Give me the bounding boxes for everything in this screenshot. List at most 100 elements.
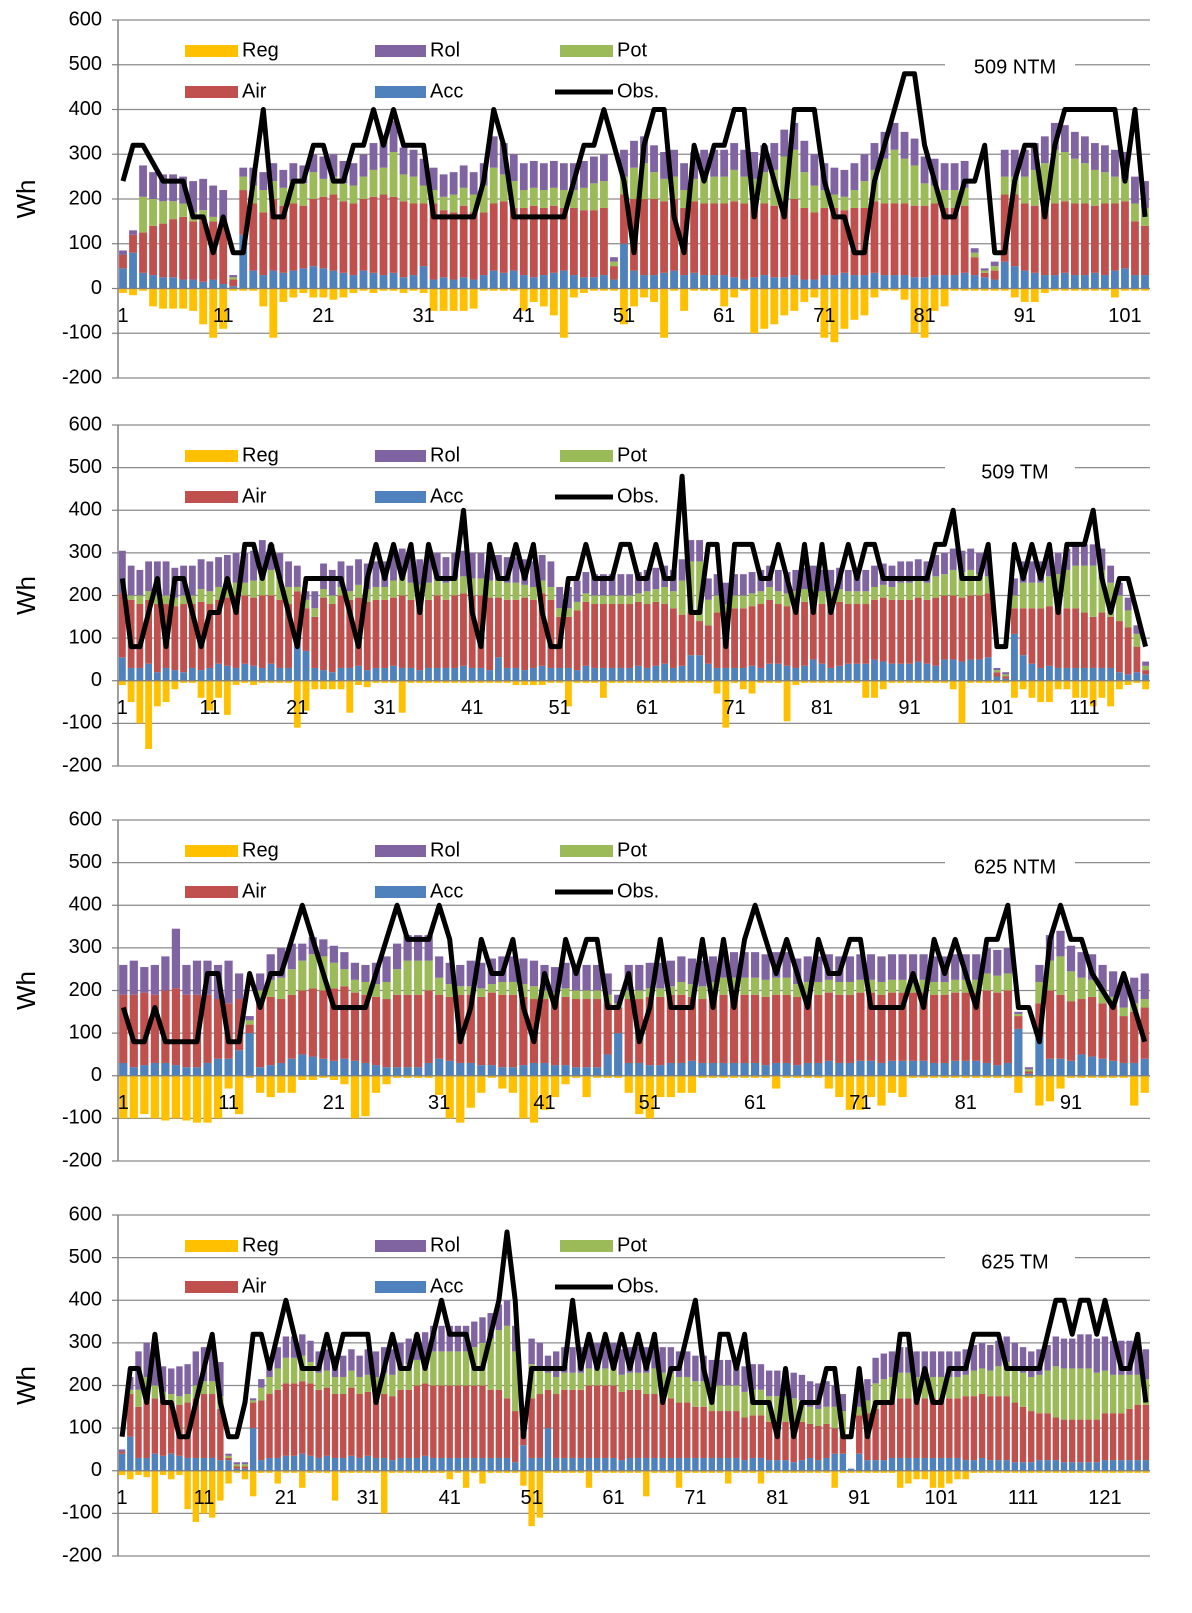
bar-segment [1044,1460,1051,1471]
bar-segment [145,680,153,749]
legend-swatch [375,86,426,98]
bar-segment [660,288,668,338]
bar-segment [359,176,368,199]
bar-segment [479,1317,486,1343]
bar-segment [363,680,371,688]
bar-segment [508,1075,518,1093]
bar-segment [579,160,588,188]
bar-segment [234,973,244,1000]
bar-segment [856,1406,863,1416]
bar-segment [730,277,739,289]
bar-segment [176,1396,183,1405]
x-tick-label: 41 [461,697,483,719]
bar-segment [1118,1413,1125,1461]
bar-segment [487,1470,494,1473]
bar-segment [782,994,791,1063]
bar-segment [970,1370,978,1397]
bar-segment [831,1428,838,1454]
legend-label: Acc [430,80,463,102]
bar-segment [941,574,948,596]
bar-segment [593,1075,602,1078]
bar-segment [487,984,496,993]
bar-segment [149,275,157,289]
bar-segment [659,1470,666,1473]
bar-segment [1130,1011,1139,1063]
x-tick-label: 81 [913,305,935,327]
bar-segment [684,1470,691,1473]
bar-segment [369,169,378,197]
bar-segment [129,994,138,1068]
bar-segment [564,680,572,707]
y-tick-label: 100 [69,626,102,648]
bar-segment [618,1349,625,1375]
bar-segment [980,270,989,273]
bar-segment [610,279,618,289]
bar-segment [414,1075,423,1078]
bar-segment [908,992,918,1061]
bar-segment [1054,608,1062,668]
bar-segment [1111,270,1119,289]
bar-segment [1087,996,1097,1057]
bar-segment [1060,152,1069,202]
bar-segment [620,243,628,289]
bar-segment [1087,1075,1097,1078]
bar-segment [993,676,1001,681]
bar-segment [390,597,397,666]
bar-segment [356,1470,363,1473]
bar-segment [245,1033,254,1076]
bar-segment [299,1334,306,1356]
bar-segment [1131,176,1139,204]
bar-segment [888,1402,896,1458]
bar-segment [512,1470,519,1473]
legend-label: Pot [617,1234,647,1256]
bar-segment [995,1460,1002,1471]
bar-segment [414,935,423,961]
bar-segment [871,565,878,587]
bar-segment [1080,544,1088,566]
bar-segment [348,1387,355,1456]
bar-segment [582,964,591,991]
bar-segment [188,595,196,605]
bar-segment [258,1400,265,1461]
bar-segment [600,207,608,276]
bar-segment [1080,275,1089,289]
bar-segment [136,604,144,668]
bar-segment [372,1470,380,1473]
bar-segment [667,1470,675,1473]
bar-segment [319,1058,328,1076]
bar-segment [600,154,608,182]
bar-segment [864,1460,871,1471]
bar-segment [182,1075,191,1121]
bar-segment [145,599,153,664]
bar-segment [960,160,969,188]
bar-segment [180,595,188,605]
bar-segment [870,288,879,298]
bar-segment [503,1300,511,1326]
bar-segment [1068,1338,1076,1369]
bar-segment [215,680,222,698]
bar-segment [815,1425,822,1461]
bar-segment [1134,1374,1141,1405]
bar-segment [549,205,558,273]
bar-segment [299,268,308,289]
bar-segment [323,1470,331,1473]
bar-segment [1126,1460,1133,1471]
bar-segment [571,990,581,1000]
bar-segment [258,569,266,596]
bar-segment [1109,1460,1117,1471]
bar-segment [815,1460,822,1471]
bar-segment [241,1470,249,1480]
bar-segment [1063,569,1071,609]
bar-segment [495,1389,503,1458]
y-tick-label: 0 [91,669,102,691]
bar-segment [1077,1368,1084,1420]
bar-segment [962,1396,969,1461]
bar-segment [760,203,769,276]
x-tick-label: 11 [199,697,220,719]
bar-segment [219,225,228,285]
bar-segment [660,201,668,273]
bar-segment [282,1336,290,1358]
bar-segment [617,574,625,596]
bar-segment [1121,178,1129,202]
bar-segment [670,288,678,291]
